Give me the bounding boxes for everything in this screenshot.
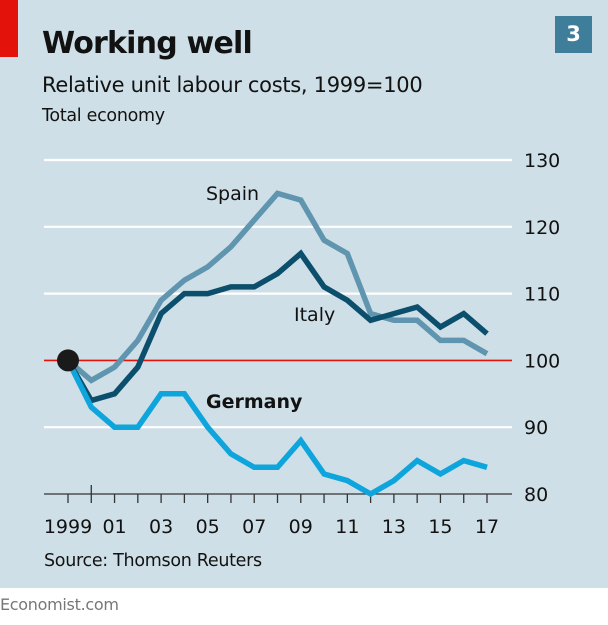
x-tick-label-05: 05 bbox=[196, 516, 220, 538]
y-tick-label-80: 80 bbox=[524, 484, 548, 506]
series-lines bbox=[65, 190, 489, 498]
x-tick-label-13: 13 bbox=[382, 516, 406, 538]
y-axis-tick-labels: 80 90 100 110 120 130 bbox=[524, 150, 560, 506]
series-line-italy bbox=[65, 249, 489, 404]
series-label-germany: Germany bbox=[206, 391, 303, 413]
base-marker-group bbox=[57, 349, 79, 372]
x-tick-label-03: 03 bbox=[149, 516, 173, 538]
gridlines bbox=[44, 158, 512, 429]
series-line-spain bbox=[66, 190, 489, 384]
series-label-spain: Spain bbox=[206, 183, 259, 205]
x-tick-label-01: 01 bbox=[102, 516, 126, 538]
brand-footer: Economist.com bbox=[0, 595, 119, 614]
x-tick-label-11: 11 bbox=[335, 516, 359, 538]
series-label-italy: Italy bbox=[294, 304, 335, 326]
base-marker bbox=[57, 349, 79, 372]
source-note: Source: Thomson Reuters bbox=[44, 551, 262, 571]
x-tick-label-15: 15 bbox=[428, 516, 452, 538]
x-axis bbox=[44, 485, 512, 503]
chart-title: Working well bbox=[42, 26, 253, 61]
chart-subtitle: Relative unit labour costs, 1999=100 bbox=[42, 73, 423, 97]
x-tick-label-07: 07 bbox=[242, 516, 266, 538]
x-tick-label-17: 17 bbox=[475, 516, 499, 538]
x-tick-label-1999: 1999 bbox=[44, 516, 92, 538]
y-tick-label-90: 90 bbox=[524, 417, 548, 439]
chart-number-badge: 3 bbox=[555, 16, 592, 53]
brand-red-tab bbox=[0, 0, 18, 57]
y-tick-label-100: 100 bbox=[524, 350, 560, 372]
y-tick-label-130: 130 bbox=[524, 150, 560, 172]
series-line-germany bbox=[65, 359, 488, 498]
x-axis-tick-labels: 1999 01 03 05 07 09 11 13 15 17 bbox=[44, 516, 499, 538]
series-labels: Spain Italy Germany bbox=[206, 183, 335, 413]
y-tick-label-120: 120 bbox=[524, 217, 560, 239]
chart-note: Total economy bbox=[42, 106, 165, 126]
x-tick-label-09: 09 bbox=[289, 516, 313, 538]
y-tick-label-110: 110 bbox=[524, 284, 560, 306]
